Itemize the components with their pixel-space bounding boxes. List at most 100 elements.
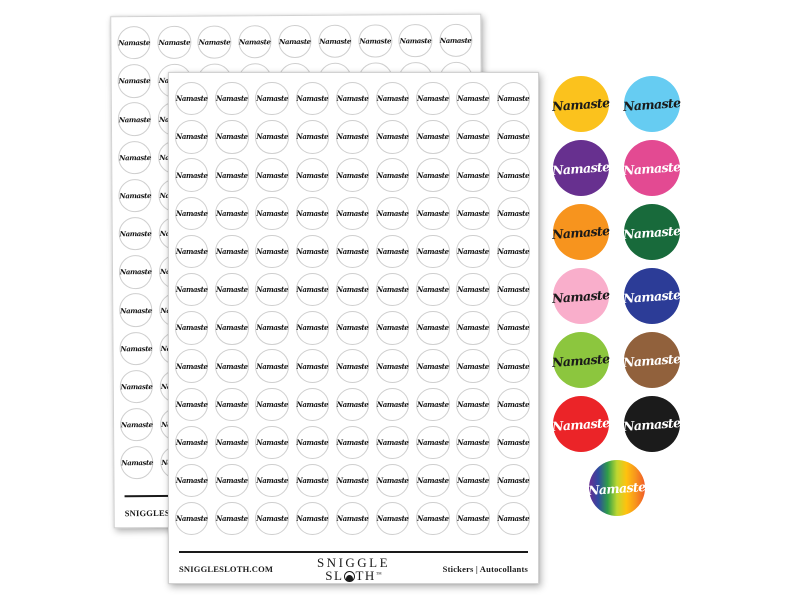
sticker-circle: Namaste xyxy=(215,120,249,154)
sticker-circle: Namaste xyxy=(117,102,152,137)
sticker-text: Namaste xyxy=(416,285,449,295)
swatch-text: Namaste xyxy=(551,158,611,178)
sticker-circle: Namaste xyxy=(375,349,410,383)
sticker-circle: Namaste xyxy=(375,82,410,116)
sticker-circle: Namaste xyxy=(496,196,530,230)
sticker-circle: Namaste xyxy=(375,234,410,269)
sticker-text: Namaste xyxy=(457,514,489,524)
sticker-text: Namaste xyxy=(121,458,153,468)
sticker-text: Namaste xyxy=(319,36,351,47)
sloth-face-icon xyxy=(343,570,355,582)
swatch-text: Namaste xyxy=(622,94,682,114)
sticker-text: Namaste xyxy=(119,190,152,201)
swatch-text: Namaste xyxy=(551,414,611,434)
sticker-text: Namaste xyxy=(119,229,152,239)
sticker-text: Namaste xyxy=(376,285,409,295)
sticker-text: Namaste xyxy=(296,132,329,142)
sticker-text: Namaste xyxy=(457,285,489,295)
sticker-circle: Namaste xyxy=(456,196,490,230)
swatch-text: Namaste xyxy=(551,350,611,370)
swatch-text: Namaste xyxy=(622,350,682,370)
sticker-circle: Namaste xyxy=(335,120,370,154)
sticker-circle: Namaste xyxy=(295,349,329,383)
sticker-text: Namaste xyxy=(497,399,530,409)
swatch-black: Namaste xyxy=(623,396,681,452)
sticker-text: Namaste xyxy=(296,361,329,371)
sticker-circle: Namaste xyxy=(416,463,450,498)
sticker-circle: Namaste xyxy=(215,502,249,536)
sticker-circle: Namaste xyxy=(295,387,329,421)
sticker-text: Namaste xyxy=(416,399,449,409)
sticker-circle: Namaste xyxy=(295,463,329,498)
swatch-royal-blue: Namaste xyxy=(623,268,681,324)
sticker-text: Namaste xyxy=(256,476,288,486)
sticker-circle: Namaste xyxy=(496,502,530,536)
sticker-circle: Namaste xyxy=(496,463,530,498)
sticker-circle: Namaste xyxy=(255,463,289,498)
sticker-text: Namaste xyxy=(216,170,248,180)
sticker-circle: Namaste xyxy=(496,234,530,269)
sticker-circle: Namaste xyxy=(215,158,249,192)
sticker-circle: Namaste xyxy=(375,425,410,460)
sticker-circle: Namaste xyxy=(456,158,490,192)
sticker-circle: Namaste xyxy=(175,82,209,116)
sticker-circle: Namaste xyxy=(119,331,154,366)
sticker-circle: Namaste xyxy=(335,272,370,307)
sticker-circle: Namaste xyxy=(375,311,410,345)
sticker-text: Namaste xyxy=(216,476,248,486)
sticker-text: Namaste xyxy=(376,476,409,486)
sticker-text: Namaste xyxy=(376,208,409,218)
sticker-circle: Namaste xyxy=(416,349,450,383)
footer-languages: Stickers | Autocollants xyxy=(442,564,529,575)
sticker-text: Namaste xyxy=(359,36,392,46)
sticker-circle: Namaste xyxy=(175,349,209,383)
sticker-circle: Namaste xyxy=(255,82,289,116)
sticker-text: Namaste xyxy=(336,132,369,142)
sticker-circle: Namaste xyxy=(496,349,530,383)
sticker-text: Namaste xyxy=(120,343,153,353)
sticker-circle: Namaste xyxy=(416,120,450,154)
sticker-text: Namaste xyxy=(376,323,409,333)
sticker-circle: Namaste xyxy=(335,82,370,116)
sticker-circle: Namaste xyxy=(117,26,151,60)
sticker-text: Namaste xyxy=(399,36,432,46)
sticker-circle: Namaste xyxy=(398,24,433,58)
sticker-circle: Namaste xyxy=(416,502,450,536)
sticker-circle: Namaste xyxy=(175,234,209,269)
footer-website: SNIGGLESLOTH.COM xyxy=(179,564,274,575)
sticker-circle: Namaste xyxy=(295,120,329,154)
sticker-text: Namaste xyxy=(175,246,208,256)
sticker-circle: Namaste xyxy=(456,82,490,116)
sticker-circle: Namaste xyxy=(416,272,450,307)
sticker-text: Namaste xyxy=(118,76,151,86)
sticker-circle: Namaste xyxy=(255,120,289,154)
swatch-text: Namaste xyxy=(551,222,611,242)
sticker-text: Namaste xyxy=(216,285,248,295)
sticker-text: Namaste xyxy=(416,437,449,447)
sticker-text: Namaste xyxy=(175,476,208,486)
sticker-circle: Namaste xyxy=(335,234,370,269)
sticker-text: Namaste xyxy=(457,170,489,180)
sticker-text: Namaste xyxy=(497,94,530,104)
sticker-text: Namaste xyxy=(175,437,208,447)
swatch-orange: Namaste xyxy=(551,204,611,260)
sticker-circle: Namaste xyxy=(456,311,490,345)
sticker-circle: Namaste xyxy=(175,196,209,230)
sticker-text: Namaste xyxy=(256,437,288,447)
sticker-text: Namaste xyxy=(497,285,530,295)
sticker-text: Namaste xyxy=(457,437,489,447)
sticker-circle: Namaste xyxy=(496,82,530,116)
sticker-text: Namaste xyxy=(457,246,489,256)
sticker-text: Namaste xyxy=(256,514,288,524)
sticker-text: Namaste xyxy=(256,399,288,409)
sticker-circle: Namaste xyxy=(375,463,410,498)
sticker-circle: Namaste xyxy=(118,140,152,175)
sticker-text: Namaste xyxy=(256,208,288,218)
sticker-text: Namaste xyxy=(175,361,208,371)
swatch-text: Namaste xyxy=(551,286,611,306)
sticker-circle: Namaste xyxy=(119,369,154,404)
sticker-circle: Namaste xyxy=(255,502,289,536)
sticker-text: Namaste xyxy=(457,399,489,409)
